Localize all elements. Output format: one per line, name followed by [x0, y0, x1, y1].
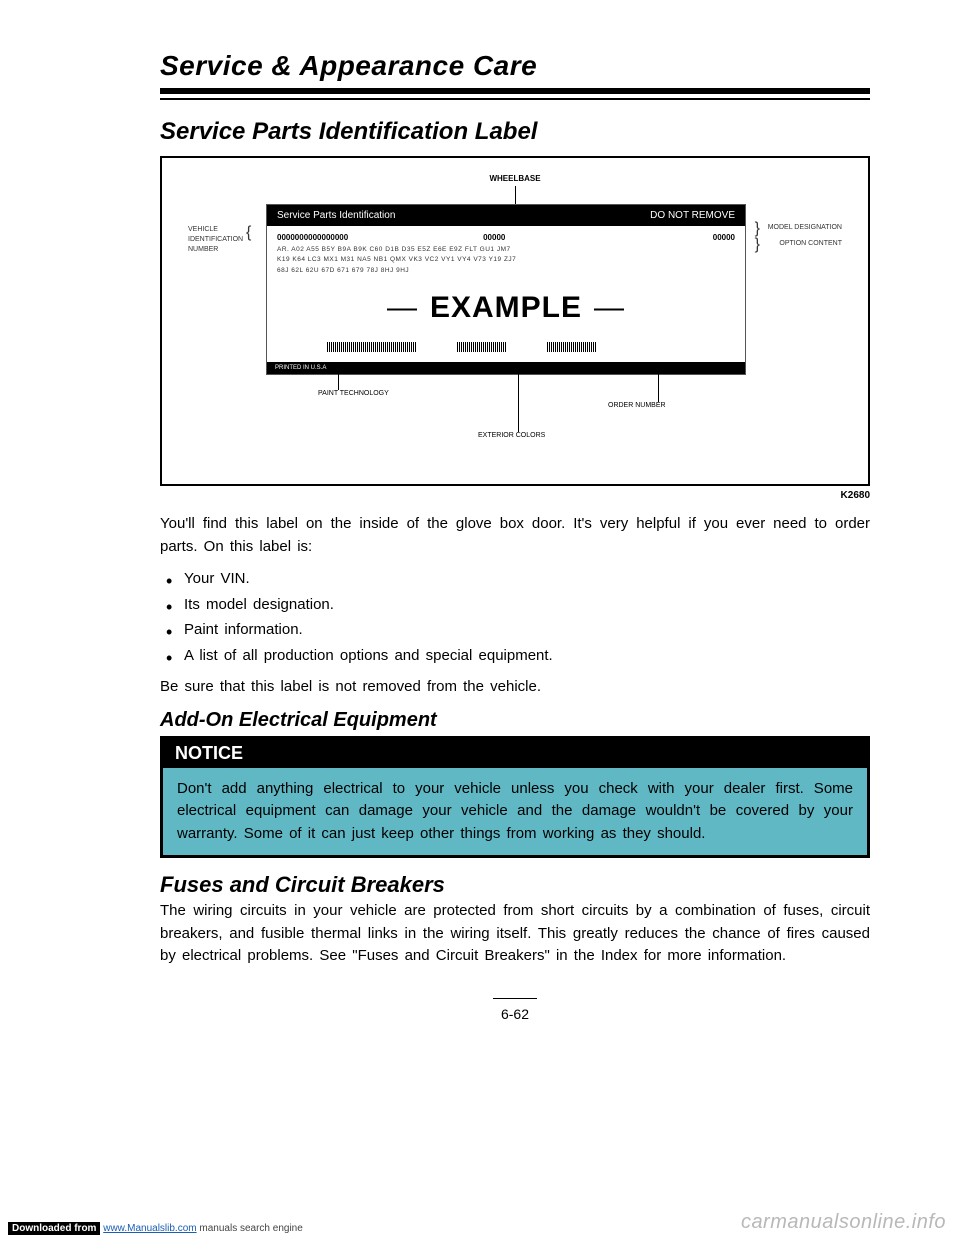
rule-thin — [160, 98, 870, 100]
wheelbase-label: WHEELBASE — [489, 174, 540, 183]
rule-thick — [160, 88, 870, 94]
codes-row: K19 K64 LC3 MX1 M31 NA5 NB1 QMX VK3 VC2 … — [277, 255, 735, 265]
figure-number: K2680 — [160, 490, 870, 501]
watermark: carmanualsonline.info — [741, 1211, 946, 1234]
identification-label: IDENTIFICATION — [188, 236, 243, 243]
notice-box: NOTICE Don't add anything electrical to … — [160, 736, 870, 859]
list-item: Paint information. — [184, 617, 870, 643]
footer-left: Downloaded from www.Manualslib.com manua… — [8, 1223, 303, 1234]
addon-heading: Add-On Electrical Equipment — [160, 709, 870, 732]
list-item: Your VIN. — [184, 566, 870, 592]
list-item: Its model designation. — [184, 592, 870, 618]
model-desig-label: MODEL DESIGNATION — [768, 224, 842, 231]
codes-row: 68J 62L 62U 67D 671 679 78J 8HJ 9HJ — [277, 266, 735, 276]
right-brace-icon: } — [755, 236, 760, 254]
left-brace-icon: { — [246, 224, 251, 242]
paint-tech-label: PAINT TECHNOLOGY — [318, 390, 389, 397]
post-bullet-text: Be sure that this label is not removed f… — [160, 676, 870, 699]
list-item: A list of all production options and spe… — [184, 643, 870, 669]
vin-value: 0000000000000000 — [277, 232, 483, 245]
download-badge: Downloaded from — [8, 1222, 100, 1235]
barcode-icon — [327, 342, 417, 352]
bullet-list: Your VIN. Its model designation. Paint i… — [160, 566, 870, 668]
option-content-label: OPTION CONTENT — [779, 240, 842, 247]
footer-tail: manuals search engine — [199, 1223, 302, 1234]
example-text: EXAMPLE — [277, 276, 735, 340]
card-header-right: DO NOT REMOVE — [650, 210, 735, 221]
page-container: Service & Appearance Care Service Parts … — [0, 0, 960, 1022]
main-heading: Service & Appearance Care — [160, 50, 870, 82]
barcode-icon — [457, 342, 507, 352]
number-label: NUMBER — [188, 246, 218, 253]
parts-label-card: Service Parts Identification DO NOT REMO… — [266, 204, 746, 375]
vehicle-label: VEHICLE — [188, 226, 218, 233]
fuses-body: The wiring circuits in your vehicle are … — [160, 900, 870, 968]
codes-row: AR. A02 A55 B5Y B9A B9K C60 D1B D35 E5Z … — [277, 245, 735, 255]
notice-label: NOTICE — [163, 739, 273, 768]
order-number-label: ORDER NUMBER — [608, 402, 666, 409]
mid-value: 00000 — [483, 232, 620, 245]
section-heading: Service Parts Identification Label — [160, 118, 870, 146]
exterior-colors-label: EXTERIOR COLORS — [478, 432, 545, 439]
fuses-heading: Fuses and Circuit Breakers — [160, 872, 870, 898]
page-number: 6-62 — [160, 1006, 870, 1022]
intro-paragraph: You'll find this label on the inside of … — [160, 513, 870, 558]
card-header-left: Service Parts Identification — [277, 210, 395, 221]
footer-link[interactable]: www.Manualslib.com — [103, 1223, 196, 1234]
barcode-icon — [547, 342, 597, 352]
notice-body: Don't add anything electrical to your ve… — [163, 768, 867, 856]
label-diagram: WHEELBASE VEHICLE IDENTIFICATION NUMBER … — [160, 156, 870, 486]
right-value: 00000 — [620, 232, 735, 245]
